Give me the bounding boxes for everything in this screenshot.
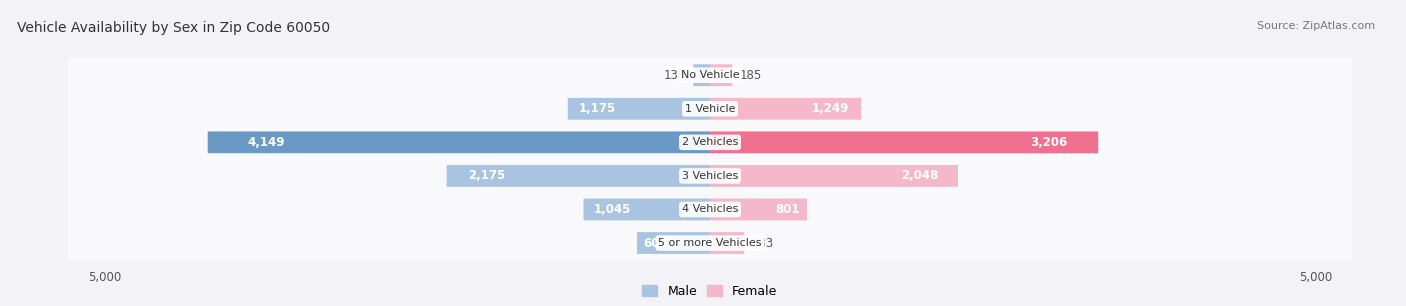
FancyBboxPatch shape [69, 58, 1351, 92]
Text: 2 Vehicles: 2 Vehicles [682, 137, 738, 147]
Text: 138: 138 [664, 69, 686, 82]
Text: 801: 801 [775, 203, 799, 216]
Text: 1,249: 1,249 [811, 102, 849, 115]
FancyBboxPatch shape [710, 199, 807, 220]
Text: Source: ZipAtlas.com: Source: ZipAtlas.com [1257, 21, 1375, 32]
Text: 1 Vehicle: 1 Vehicle [685, 104, 735, 114]
FancyBboxPatch shape [69, 226, 1351, 260]
Text: 4,149: 4,149 [247, 136, 285, 149]
FancyBboxPatch shape [69, 125, 1351, 159]
Text: 5 or more Vehicles: 5 or more Vehicles [658, 238, 762, 248]
FancyBboxPatch shape [69, 193, 1351, 226]
Text: 4 Vehicles: 4 Vehicles [682, 204, 738, 215]
Text: 2,048: 2,048 [901, 170, 938, 182]
FancyBboxPatch shape [447, 165, 710, 187]
Text: No Vehicle: No Vehicle [681, 70, 740, 80]
Text: 3 Vehicles: 3 Vehicles [682, 171, 738, 181]
FancyBboxPatch shape [710, 64, 733, 86]
FancyBboxPatch shape [637, 232, 710, 254]
Text: 3,206: 3,206 [1029, 136, 1067, 149]
Text: Vehicle Availability by Sex in Zip Code 60050: Vehicle Availability by Sex in Zip Code … [17, 21, 330, 35]
FancyBboxPatch shape [69, 92, 1351, 125]
FancyBboxPatch shape [710, 165, 957, 187]
Text: 283: 283 [752, 237, 773, 249]
FancyBboxPatch shape [568, 98, 710, 120]
Text: 1,045: 1,045 [593, 203, 631, 216]
Text: 1,175: 1,175 [579, 102, 616, 115]
Text: 2,175: 2,175 [468, 170, 505, 182]
FancyBboxPatch shape [583, 199, 710, 220]
FancyBboxPatch shape [69, 159, 1351, 193]
Text: 185: 185 [740, 69, 762, 82]
Text: 603: 603 [643, 237, 668, 249]
FancyBboxPatch shape [710, 232, 744, 254]
Legend: Male, Female: Male, Female [637, 280, 783, 303]
FancyBboxPatch shape [693, 64, 710, 86]
FancyBboxPatch shape [710, 132, 1098, 153]
FancyBboxPatch shape [710, 98, 862, 120]
FancyBboxPatch shape [208, 132, 710, 153]
